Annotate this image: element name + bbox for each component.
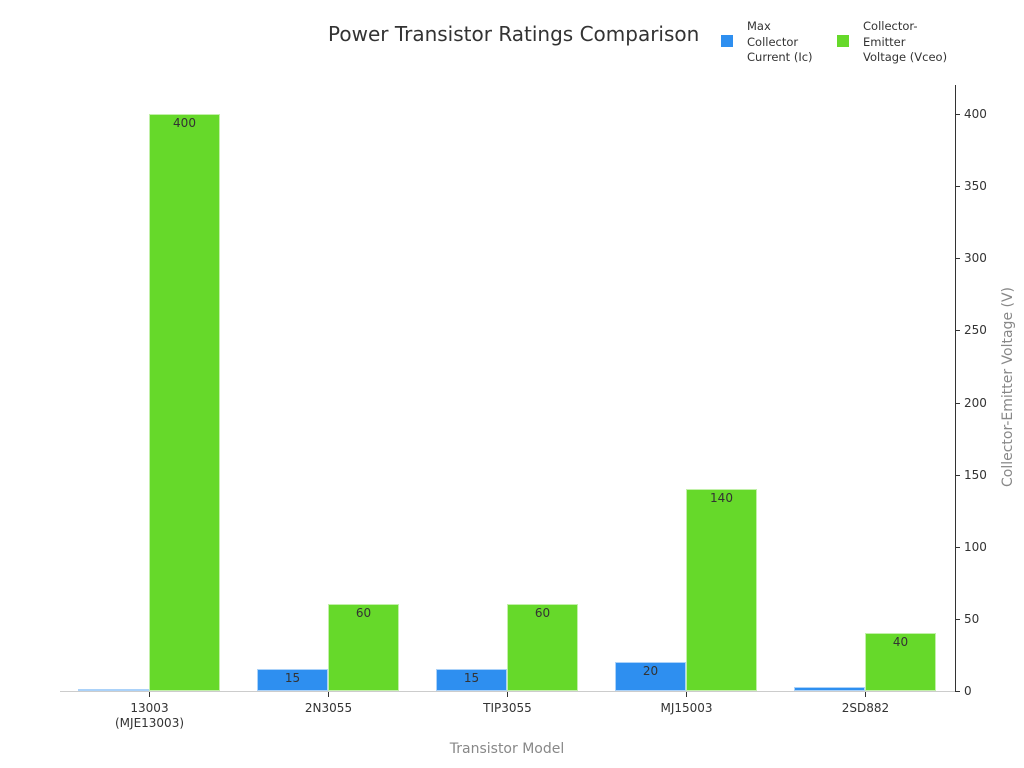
chart-title: Power Transistor Ratings Comparison — [328, 22, 700, 46]
legend-item[interactable]: Max Collector Current (Ic) — [721, 19, 837, 66]
bar-value-label: 140 — [710, 491, 733, 506]
bar-value-label: 60 — [355, 606, 372, 621]
bar-value-label: 40 — [892, 635, 909, 650]
x-tick-label: MJ15003 — [660, 701, 713, 715]
y-tick — [955, 691, 960, 692]
legend-swatch-icon — [837, 35, 849, 47]
y-axis-line — [955, 85, 956, 692]
y-tick — [955, 330, 960, 332]
y-tick — [955, 474, 960, 476]
bar-current[interactable] — [436, 669, 507, 691]
y-tick — [955, 258, 960, 260]
x-tick — [865, 692, 866, 697]
bar-current[interactable] — [78, 688, 149, 691]
y-tick-label: 250 — [964, 323, 987, 338]
x-tick-label: 2N3055 — [304, 701, 353, 715]
x-tick-label: TIP3055 — [483, 701, 532, 715]
y-tick-label: 300 — [964, 251, 987, 266]
bar-current[interactable] — [615, 662, 686, 691]
legend-item[interactable]: Collector- Emitter Voltage (Vceo) — [837, 19, 953, 66]
x-tick — [149, 692, 150, 697]
bar-value-label: 15 — [463, 671, 480, 686]
y-tick — [955, 186, 960, 188]
x-tick-label: 2SD882 — [841, 701, 890, 715]
bar-current[interactable] — [794, 686, 865, 691]
y-tick-label: 350 — [964, 179, 987, 194]
bar-current[interactable] — [257, 669, 328, 691]
y-axis-label: Collector-Emitter Voltage (V) — [1000, 286, 1016, 488]
bar-voltage[interactable] — [149, 114, 220, 691]
bar-value-label: 60 — [534, 606, 551, 621]
bar-value-label: 15 — [284, 671, 301, 686]
x-tick — [686, 692, 687, 697]
x-tick-label: 13003 (MJE13003) — [114, 701, 185, 730]
y-tick-label: 100 — [964, 539, 987, 554]
y-tick — [955, 114, 960, 115]
y-tick — [955, 546, 960, 548]
bar-value-label: 20 — [642, 664, 659, 679]
y-tick — [955, 402, 960, 404]
y-tick-label: 150 — [964, 467, 987, 482]
legend-label: Collector- Emitter Voltage (Vceo) — [863, 19, 948, 64]
y-tick-label: 0 — [964, 684, 972, 698]
legend-swatch-icon — [721, 35, 733, 47]
y-tick-label: 200 — [964, 395, 987, 410]
y-tick-label: 50 — [964, 611, 980, 626]
bar-voltage[interactable] — [865, 633, 936, 691]
x-tick — [507, 692, 508, 697]
x-axis-baseline — [60, 691, 955, 692]
legend-label: Max Collector Current (Ic) — [747, 19, 813, 64]
bar-voltage[interactable] — [686, 489, 757, 691]
y-tick — [955, 618, 960, 620]
bar-voltage[interactable] — [507, 604, 578, 691]
y-tick-label: 400 — [964, 107, 987, 121]
x-tick — [328, 692, 329, 697]
bar-voltage[interactable] — [328, 604, 399, 691]
x-axis-label: Transistor Model — [449, 741, 565, 757]
bar-value-label: 400 — [173, 116, 196, 130]
